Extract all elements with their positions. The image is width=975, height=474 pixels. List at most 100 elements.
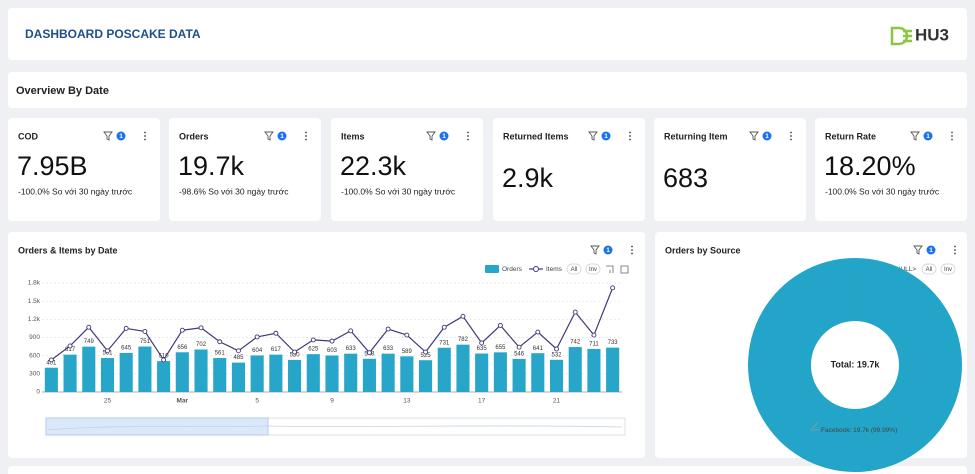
line-marker	[236, 348, 241, 354]
legend-swatch	[485, 265, 499, 273]
kpi-card	[815, 118, 967, 221]
legend-button[interactable]	[585, 263, 601, 275]
menu-dot[interactable]	[631, 252, 633, 255]
kpi-compare: -100.0% So với 30 ngày trước	[341, 186, 456, 196]
line-marker	[404, 332, 410, 338]
bar	[606, 347, 620, 392]
menu-dot[interactable]	[144, 135, 146, 137]
legend-button-label: Inv	[944, 267, 952, 273]
line-marker	[535, 329, 541, 335]
pie-slice	[748, 257, 963, 472]
filter-icon[interactable]	[264, 131, 274, 141]
menu-dot[interactable]	[790, 135, 792, 137]
pie-center-label: Total: 19.7k	[831, 359, 881, 369]
section-title: Overview By Date	[16, 85, 109, 97]
menu-dot[interactable]	[629, 138, 631, 141]
menu-dot[interactable]	[790, 131, 792, 134]
menu-dot[interactable]	[305, 131, 307, 134]
menu-dot[interactable]	[467, 135, 469, 137]
filter-badge	[439, 131, 449, 141]
bar-value-label: 617	[271, 347, 282, 353]
x-tick-label: 17	[478, 398, 486, 405]
line-marker	[441, 324, 447, 330]
legend-button[interactable]	[921, 263, 937, 275]
filter-icon[interactable]	[590, 245, 600, 255]
bar-value-label: 625	[308, 347, 319, 353]
line-marker	[366, 350, 372, 356]
menu-dot[interactable]	[631, 249, 633, 251]
menu-dot[interactable]	[951, 131, 953, 134]
bar-value-label: 617	[65, 347, 76, 353]
kpi-title: Returning Item	[664, 131, 728, 141]
kpi-title: Return Rate	[825, 131, 876, 141]
kpi-title: COD	[18, 131, 39, 141]
reset-icon[interactable]	[620, 265, 629, 274]
filter-icon[interactable]	[588, 131, 598, 141]
filter-icon[interactable]	[910, 131, 920, 141]
filter-icon[interactable]	[913, 245, 923, 255]
menu-dot[interactable]	[954, 249, 956, 251]
menu-dot[interactable]	[631, 245, 633, 248]
bar	[512, 358, 526, 392]
bar-value-label: 561	[215, 351, 226, 357]
legend-button[interactable]	[940, 263, 956, 275]
menu-dot[interactable]	[951, 135, 953, 137]
line-marker	[105, 348, 110, 354]
legend-label: Items	[546, 266, 563, 273]
legend-label: <NULL>	[892, 266, 916, 273]
bar	[549, 359, 564, 392]
bar	[269, 354, 283, 392]
menu-dot[interactable]	[954, 245, 956, 248]
line-marker	[254, 334, 260, 340]
menu-dot[interactable]	[144, 138, 146, 141]
bar-value-label: 655	[495, 345, 506, 351]
menu-dot[interactable]	[951, 138, 953, 141]
dashboard-title: DASHBOARD POSCAKE DATA	[25, 27, 201, 41]
kpi-title: Items	[341, 131, 365, 141]
filter-icon[interactable]	[749, 131, 759, 141]
filter-badge-count: 1	[442, 133, 446, 140]
kpi-compare: -98.6% So với 30 ngày trước	[179, 186, 289, 196]
kpi-card	[493, 118, 645, 221]
bar-value-label: 561	[102, 351, 113, 357]
menu-dot[interactable]	[467, 138, 469, 141]
bar-value-label: 645	[121, 346, 132, 352]
legend-button-label: All	[926, 267, 933, 273]
bar-value-label: 633	[383, 346, 394, 352]
menu-dot[interactable]	[305, 138, 307, 141]
bar	[456, 344, 470, 392]
menu-dot[interactable]	[790, 138, 792, 141]
menu-dot[interactable]	[144, 131, 146, 134]
x-tick-label: 21	[553, 398, 561, 405]
annotation-line	[810, 421, 819, 431]
filter-icon[interactable]	[426, 131, 436, 141]
line-marker	[123, 325, 129, 331]
filter-badge	[116, 131, 126, 141]
zoom-icon[interactable]	[606, 265, 614, 273]
y-tick-label: 600	[29, 352, 40, 359]
filter-badge-count: 1	[929, 247, 933, 254]
kpi-value: 18.20%	[824, 151, 916, 181]
line-marker	[273, 330, 279, 336]
filter-badge-count: 1	[606, 247, 610, 254]
menu-dot[interactable]	[629, 131, 631, 134]
menu-dot[interactable]	[467, 131, 469, 134]
bar-value-label: 731	[439, 340, 450, 346]
legend-marker	[533, 266, 539, 272]
line-marker	[179, 327, 185, 333]
kpi-value: 7.95B	[17, 151, 88, 181]
kpi-card	[331, 118, 483, 221]
pie-annotation: Facebook: 19.7k (99.99%)	[821, 427, 897, 434]
bar	[100, 358, 115, 392]
bar-value-label: 656	[177, 345, 188, 351]
bar-value-label: 589	[402, 349, 413, 355]
x-tick-label: 9	[330, 398, 334, 405]
filter-badge	[601, 131, 611, 141]
legend-button[interactable]	[566, 263, 582, 275]
menu-dot[interactable]	[629, 135, 631, 137]
filter-icon[interactable]	[103, 131, 113, 141]
bar-value-label: 485	[233, 355, 244, 361]
menu-dot[interactable]	[305, 135, 307, 137]
menu-dot[interactable]	[954, 252, 956, 255]
